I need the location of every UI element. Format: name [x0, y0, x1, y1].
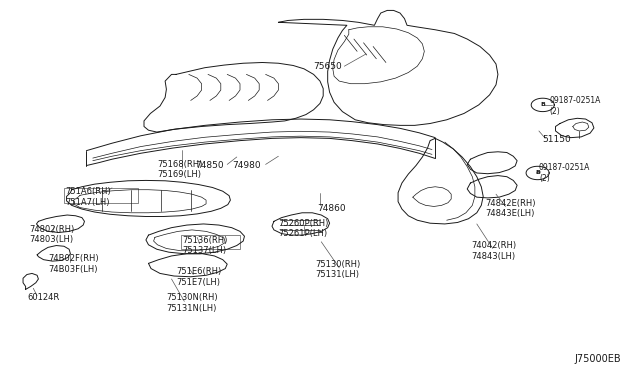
Text: 74042(RH)
74843(LH): 74042(RH) 74843(LH): [471, 241, 516, 261]
Text: 74842E(RH)
74843E(LH): 74842E(RH) 74843E(LH): [485, 199, 536, 218]
Text: 751E6(RH)
751E7(LH): 751E6(RH) 751E7(LH): [176, 267, 221, 287]
Text: 09187-0251A
(2): 09187-0251A (2): [549, 96, 600, 116]
Text: 74850: 74850: [195, 161, 224, 170]
Text: 75650: 75650: [314, 62, 342, 71]
Text: 74860: 74860: [317, 204, 346, 213]
Bar: [181, 235, 240, 249]
Text: B: B: [535, 170, 540, 176]
Text: B: B: [540, 102, 545, 108]
Text: 74980: 74980: [232, 161, 261, 170]
Text: 751A6(RH)
751A7(LH): 751A6(RH) 751A7(LH): [65, 187, 111, 207]
Text: 09187-0251A
(2): 09187-0251A (2): [539, 163, 590, 183]
Text: 74802(RH)
74803(LH): 74802(RH) 74803(LH): [29, 225, 74, 244]
Text: 74B02F(RH)
74B03F(LH): 74B02F(RH) 74B03F(LH): [48, 254, 99, 274]
Text: 75260P(RH)
75261P(LH): 75260P(RH) 75261P(LH): [278, 219, 329, 238]
Bar: [64, 188, 138, 203]
Text: 75168(RH)
75169(LH): 75168(RH) 75169(LH): [157, 160, 202, 179]
Text: 51150: 51150: [543, 135, 572, 144]
Text: 75130(RH)
75131(LH): 75130(RH) 75131(LH): [315, 260, 360, 279]
Text: 75130N(RH)
75131N(LH): 75130N(RH) 75131N(LH): [166, 294, 218, 313]
Text: J75000EB: J75000EB: [574, 354, 621, 364]
Text: 60124R: 60124R: [27, 293, 59, 302]
Text: 75136(RH)
75137(LH): 75136(RH) 75137(LH): [182, 236, 228, 255]
